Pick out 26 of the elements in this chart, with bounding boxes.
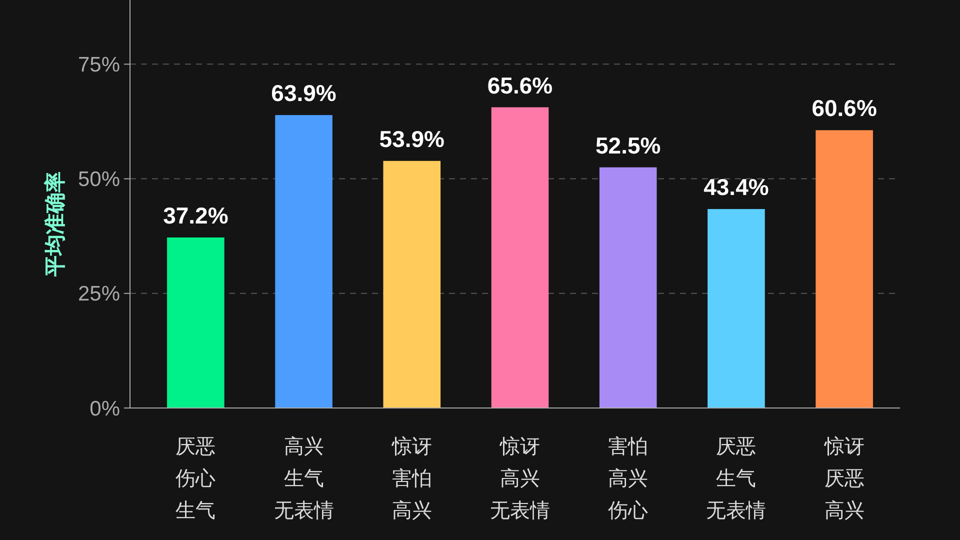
bar [599, 167, 657, 408]
data-label: 43.4% [704, 174, 769, 200]
data-label: 60.6% [812, 95, 877, 122]
bar [383, 160, 441, 408]
x-tick-label: 惊讶高兴无表情 [490, 434, 550, 522]
data-label: 37.2% [163, 202, 228, 228]
bar [491, 107, 549, 408]
y-tick-label: 50% [78, 168, 120, 192]
data-label: 63.9% [271, 80, 336, 106]
x-tick-label: 厌恶生气无表情 [706, 434, 766, 522]
x-tick-label: 惊讶厌恶高兴 [823, 434, 864, 522]
x-tick-label: 厌恶伤心生气 [176, 434, 216, 522]
bar [816, 130, 873, 408]
x-tick-label: 高兴生气无表情 [274, 434, 334, 522]
y-tick-label: 25% [78, 282, 120, 306]
y-axis-title: 平均准确率 [43, 172, 67, 278]
data-label: 65.6% [487, 72, 553, 98]
bar [167, 237, 224, 408]
y-tick-label: 75% [78, 54, 120, 77]
x-tick-label: 惊讶害怕高兴 [390, 434, 432, 522]
y-tick-label: 0% [90, 397, 120, 420]
bar [708, 209, 765, 408]
data-label: 52.5% [596, 132, 661, 158]
data-label: 53.9% [379, 126, 444, 152]
bar [275, 115, 332, 408]
x-tick-label: 害怕高兴伤心 [608, 434, 648, 522]
